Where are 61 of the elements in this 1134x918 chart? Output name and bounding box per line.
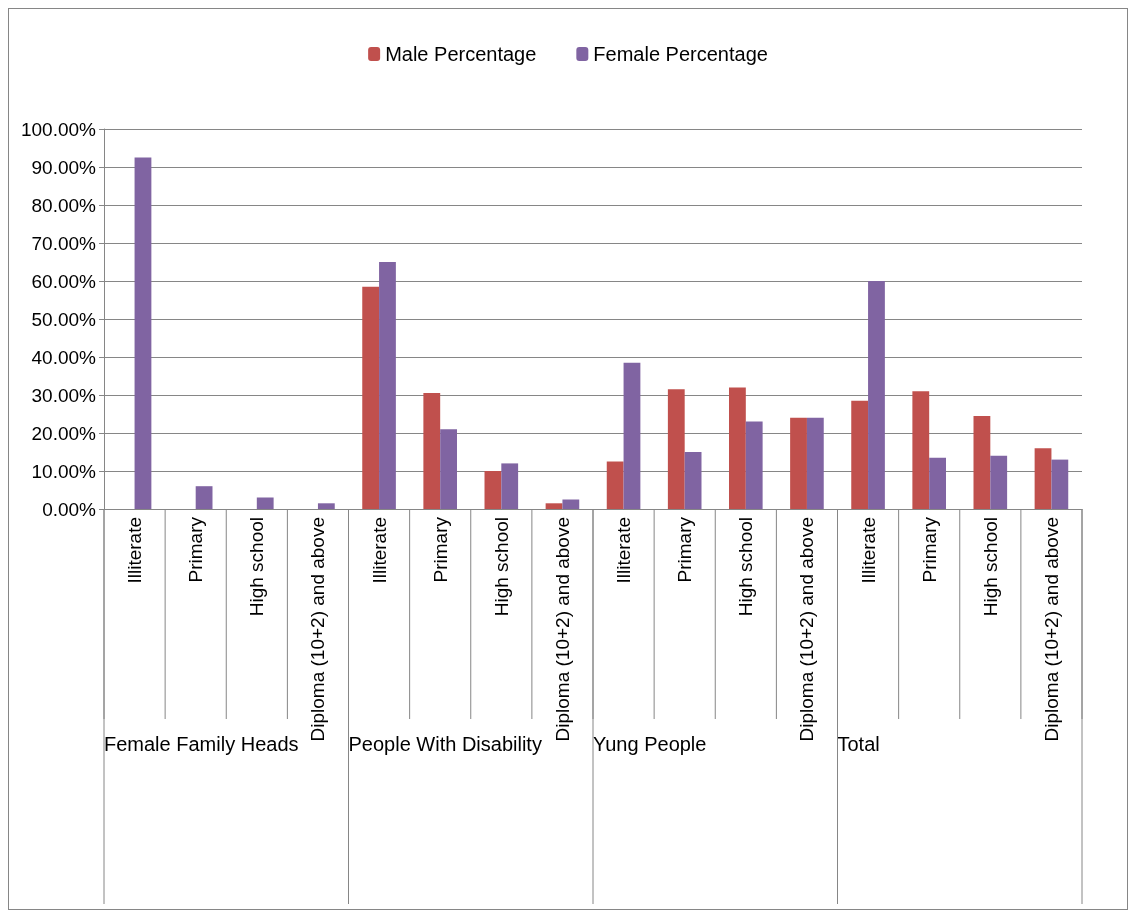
bar	[868, 281, 885, 509]
bar	[806, 417, 824, 509]
bar	[134, 157, 152, 509]
x-tick-label: Illiterate	[857, 517, 879, 584]
bar	[562, 499, 580, 509]
x-tick-label: Illiterate	[613, 517, 635, 584]
x-tick-label: Diploma (10+2) and above	[1040, 517, 1062, 742]
x-tick-label: Diploma (10+2) and above	[307, 517, 329, 742]
bar	[317, 503, 335, 509]
y-tick-label: 70.00%	[31, 232, 97, 254]
bar	[623, 362, 641, 509]
bar	[256, 497, 274, 509]
x-tick-label: Diploma (10+2) and above	[796, 517, 818, 742]
legend-label: Female Percentage	[593, 43, 768, 65]
bar	[501, 463, 519, 509]
bar	[912, 391, 930, 509]
y-tick-label: 40.00%	[31, 346, 97, 368]
bar	[545, 503, 563, 509]
bar	[684, 452, 702, 509]
y-tick-label: 10.00%	[31, 460, 97, 482]
x-tick-label: Diploma (10+2) and above	[551, 517, 573, 742]
y-tick-label: 90.00%	[31, 156, 97, 178]
bar	[440, 429, 457, 509]
text: Yung People	[593, 733, 707, 755]
y-tick-label: 30.00%	[31, 384, 97, 406]
bar	[790, 417, 807, 509]
y-tick-label: 80.00%	[31, 194, 97, 216]
bar	[423, 393, 441, 509]
bar	[973, 415, 991, 509]
x-tick-label: High school	[490, 517, 512, 617]
x-tick-label: Primary	[918, 516, 940, 583]
x-tick-label: Illiterate	[124, 517, 146, 584]
y-tick-label: 0.00%	[42, 498, 97, 520]
bar	[990, 455, 1008, 509]
bar	[729, 387, 746, 509]
bar	[667, 389, 685, 509]
y-tick-label: 100.00%	[20, 118, 97, 140]
text: Female Family Heads	[104, 733, 299, 755]
x-tick-label: High school	[735, 517, 757, 617]
y-tick-label: 60.00%	[31, 270, 97, 292]
x-tick-label: Illiterate	[368, 517, 390, 584]
bar	[1034, 448, 1052, 509]
x-tick-label: Primary	[674, 516, 696, 583]
bar	[851, 400, 869, 509]
x-tick-label: High school	[246, 517, 268, 617]
bar	[929, 457, 946, 509]
x-tick-label: Primary	[185, 516, 207, 583]
bar	[362, 286, 380, 509]
legend-label: Male Percentage	[385, 43, 537, 65]
bar	[379, 262, 396, 509]
y-tick-label: 50.00%	[31, 308, 97, 330]
bar	[606, 461, 624, 509]
bar	[195, 486, 213, 509]
bar	[484, 471, 502, 509]
x-tick-label: High school	[979, 517, 1001, 617]
bar	[745, 421, 763, 509]
x-tick-label: Primary	[429, 516, 451, 583]
text: Total	[837, 733, 880, 755]
text: People With Disability	[348, 733, 542, 755]
y-tick-label: 20.00%	[31, 422, 97, 444]
bar	[1051, 459, 1069, 509]
